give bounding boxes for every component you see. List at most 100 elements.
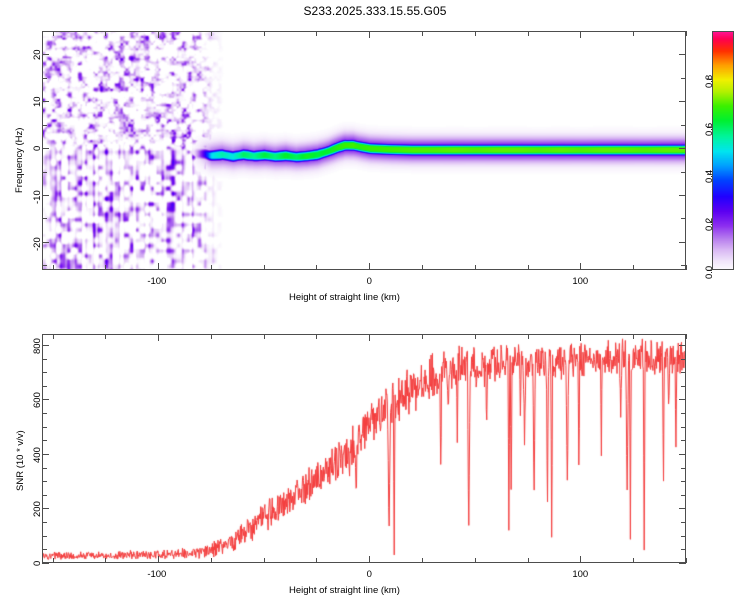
tick-mark bbox=[263, 558, 265, 563]
tick-mark bbox=[707, 222, 712, 224]
tick-mark bbox=[707, 126, 712, 128]
tick-mark bbox=[105, 265, 107, 270]
tick-label: 200 bbox=[32, 501, 43, 518]
tick-label: -100 bbox=[147, 569, 167, 580]
tick-label: 10 bbox=[32, 96, 43, 108]
tick-mark bbox=[42, 481, 47, 483]
tick-mark bbox=[422, 31, 424, 36]
tick-mark bbox=[42, 218, 47, 220]
tick-mark bbox=[679, 241, 686, 243]
tick-mark bbox=[679, 148, 686, 150]
tick-mark bbox=[42, 171, 47, 173]
tick-mark bbox=[681, 372, 686, 374]
tick-mark bbox=[42, 440, 47, 442]
tick-mark bbox=[707, 78, 712, 80]
spectrogram-canvas bbox=[43, 32, 685, 269]
tick-mark bbox=[686, 334, 687, 339]
tick-mark bbox=[681, 440, 686, 442]
tick-mark bbox=[633, 558, 635, 563]
tick-label: 20 bbox=[32, 49, 43, 61]
tick-mark bbox=[52, 265, 54, 270]
tick-mark bbox=[633, 31, 635, 36]
tick-mark bbox=[42, 31, 47, 32]
tick-mark bbox=[42, 535, 47, 537]
colorbar bbox=[712, 31, 734, 270]
tick-mark bbox=[707, 270, 712, 271]
tick-label: 0.6 bbox=[704, 122, 715, 136]
tick-mark bbox=[679, 563, 686, 564]
tick-mark bbox=[527, 265, 529, 270]
tick-mark bbox=[316, 334, 318, 339]
tick-mark bbox=[42, 563, 49, 564]
tick-label: 0.2 bbox=[704, 217, 715, 232]
tick-mark bbox=[679, 508, 686, 510]
tick-mark bbox=[158, 556, 160, 563]
tick-mark bbox=[42, 77, 47, 79]
tick-mark bbox=[686, 558, 687, 563]
tick-mark bbox=[158, 263, 160, 270]
tick-mark bbox=[105, 334, 107, 339]
tick-mark bbox=[42, 399, 49, 401]
tick-mark bbox=[42, 358, 47, 360]
tick-mark bbox=[42, 124, 47, 126]
tick-mark bbox=[580, 263, 582, 270]
tick-mark bbox=[42, 148, 49, 150]
tick-mark bbox=[681, 358, 686, 360]
tick-mark bbox=[679, 344, 686, 346]
tick-mark bbox=[633, 334, 635, 339]
tick-mark bbox=[263, 265, 265, 270]
tick-mark bbox=[263, 31, 265, 36]
tick-mark bbox=[316, 558, 318, 563]
tick-mark bbox=[681, 218, 686, 220]
tick-mark bbox=[369, 31, 371, 38]
tick-mark bbox=[42, 241, 49, 243]
tick-label: 800 bbox=[32, 337, 43, 354]
tick-mark bbox=[474, 558, 476, 563]
tick-mark bbox=[681, 481, 686, 483]
tick-mark bbox=[474, 265, 476, 270]
tick-mark bbox=[681, 535, 686, 537]
snr-y-axis-label: SNR (10 * v/v) bbox=[15, 429, 26, 491]
tick-mark bbox=[42, 508, 49, 510]
tick-label: 400 bbox=[32, 446, 43, 463]
tick-label: 100 bbox=[572, 569, 589, 580]
tick-mark bbox=[681, 549, 686, 551]
tick-mark bbox=[42, 101, 49, 103]
tick-label: -100 bbox=[147, 276, 167, 287]
tick-mark bbox=[42, 549, 47, 551]
tick-mark bbox=[474, 334, 476, 339]
tick-mark bbox=[210, 558, 212, 563]
tick-mark bbox=[580, 31, 582, 38]
tick-mark bbox=[681, 171, 686, 173]
tick-mark bbox=[580, 556, 582, 563]
tick-label: 0 bbox=[32, 145, 43, 152]
tick-mark bbox=[681, 413, 686, 415]
spectrogram-panel bbox=[42, 31, 686, 270]
tick-mark bbox=[681, 467, 686, 469]
tick-mark bbox=[210, 334, 212, 339]
spectrogram-y-axis-label: Frequency (Hz) bbox=[14, 127, 25, 193]
tick-mark bbox=[316, 31, 318, 36]
tick-mark bbox=[681, 385, 686, 387]
tick-label: 100 bbox=[572, 276, 589, 287]
tick-mark bbox=[42, 344, 49, 346]
spectrogram-x-axis-label: Height of straight line (km) bbox=[289, 292, 400, 303]
tick-mark bbox=[105, 558, 107, 563]
tick-mark bbox=[527, 558, 529, 563]
tick-mark bbox=[527, 334, 529, 339]
tick-label: 0.8 bbox=[704, 74, 715, 88]
colorbar-gradient bbox=[713, 32, 733, 269]
tick-mark bbox=[527, 31, 529, 36]
tick-mark bbox=[105, 31, 107, 36]
tick-mark bbox=[210, 31, 212, 36]
tick-mark bbox=[580, 334, 582, 341]
tick-mark bbox=[681, 77, 686, 79]
tick-mark bbox=[158, 31, 160, 38]
tick-mark bbox=[633, 265, 635, 270]
tick-mark bbox=[681, 31, 686, 32]
tick-mark bbox=[422, 265, 424, 270]
tick-mark bbox=[316, 265, 318, 270]
tick-mark bbox=[42, 453, 49, 455]
tick-label: -20 bbox=[32, 236, 43, 251]
